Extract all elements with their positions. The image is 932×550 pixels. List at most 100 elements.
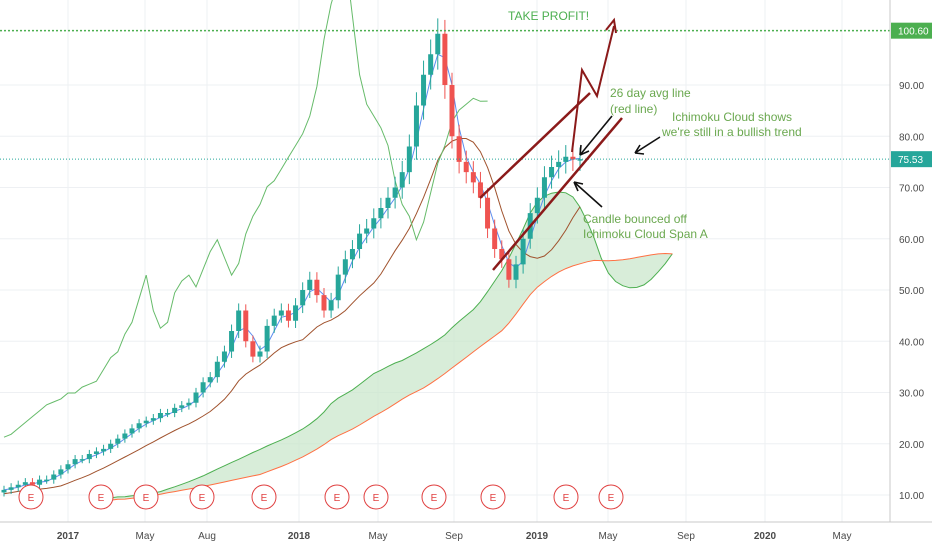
earnings-badge-label: E: [563, 493, 570, 504]
bounce-note-1: Candle bounced off: [583, 212, 688, 226]
candle-body: [541, 177, 547, 198]
y-tick-label: 30.00: [899, 389, 924, 400]
y-tick-label: 10.00: [899, 491, 924, 502]
candle-body: [470, 172, 476, 183]
y-tick-label: 80.00: [899, 132, 924, 143]
annotations: TAKE PROFIT! 26 day avg line (red line) Ich…: [0, 9, 890, 271]
candle-body: [51, 474, 57, 480]
candle-body: [229, 331, 235, 352]
earnings-badge[interactable]: [553, 484, 579, 510]
bounce-arrow: [573, 181, 603, 208]
candle-body: [556, 161, 562, 167]
candle-body: [456, 136, 462, 162]
candle-body: [243, 310, 249, 342]
candle-body: [193, 392, 199, 403]
price-labels: 100.60 75.53: [891, 22, 932, 168]
candle-body: [577, 159, 583, 161]
x-tick-label: 2019: [526, 531, 549, 542]
candle-body: [15, 484, 21, 488]
projection-arrow: [571, 25, 615, 153]
candle-body: [364, 228, 370, 234]
earnings-badge-label: E: [373, 493, 380, 504]
earnings-badge[interactable]: [251, 484, 277, 510]
candle-body: [22, 482, 28, 485]
candle-body: [349, 249, 355, 260]
candle-body: [399, 172, 405, 188]
candle-body: [257, 351, 263, 357]
candle-body: [86, 454, 92, 460]
avg-line-label-2: (red line): [610, 102, 657, 116]
avg-line-arrow: [579, 115, 613, 156]
candle-body: [357, 233, 363, 249]
candle-body: [72, 459, 78, 465]
candle-body: [143, 420, 149, 424]
x-tick-label: Aug: [198, 531, 216, 542]
candles: [1, 18, 583, 497]
y-tick-label: 50.00: [899, 286, 924, 297]
candle-body: [314, 279, 320, 296]
candle-body: [250, 341, 256, 357]
candle-body: [165, 413, 171, 415]
lower-channel-line: [492, 117, 623, 271]
earnings-badge-label: E: [261, 493, 268, 504]
projection-arrowhead: [605, 17, 617, 34]
earnings-badge[interactable]: [363, 484, 389, 510]
y-tick-label: 60.00: [899, 235, 924, 246]
candle-body: [101, 448, 107, 452]
cloud-arrow: [634, 136, 661, 155]
candle-body: [378, 208, 384, 219]
candle-body: [278, 310, 284, 316]
earnings-badge-label: E: [143, 493, 150, 504]
candle-body: [435, 33, 441, 55]
candle-body: [570, 156, 576, 160]
candle-body: [264, 325, 270, 352]
avg-line-label-1: 26 day avg line: [610, 86, 691, 100]
span-a: [96, 191, 673, 501]
earnings-badge[interactable]: [480, 484, 506, 510]
earnings-badge[interactable]: [18, 484, 44, 510]
candle-body: [406, 146, 412, 173]
candle-body: [385, 197, 391, 208]
price-label-box: [891, 151, 932, 168]
candle-body: [307, 279, 313, 290]
y-tick-label: 70.00: [899, 184, 924, 195]
candle-body: [214, 361, 220, 378]
take-profit-label: TAKE PROFIT!: [508, 9, 589, 23]
candle-body: [1, 489, 7, 493]
earnings-badge-label: E: [199, 493, 206, 504]
earnings-badge[interactable]: [133, 484, 159, 510]
x-tick-label: Sep: [445, 531, 463, 542]
candle-body: [29, 482, 35, 485]
candle-body: [506, 259, 512, 280]
y-tick-label: 40.00: [899, 337, 924, 348]
earnings-badge[interactable]: [324, 484, 350, 510]
candle-body: [392, 187, 398, 198]
price-label-text: 75.53: [898, 155, 923, 166]
candle-body: [421, 74, 427, 106]
cloud-note-1: Ichimoku Cloud shows: [672, 110, 792, 124]
candle-body: [58, 469, 64, 475]
earnings-badge[interactable]: [421, 484, 447, 510]
y-axis-ticks: 10.00 20.00 30.00 40.00 50.00 60.00 70.00 80.00…: [899, 81, 924, 502]
earnings-badge[interactable]: [189, 484, 215, 510]
x-tick-label: May: [136, 531, 155, 542]
candle-body: [136, 423, 142, 429]
candle-body: [186, 402, 192, 406]
candle-body: [285, 310, 291, 321]
candle-body: [342, 259, 348, 275]
candle-body: [413, 105, 419, 147]
candle-body: [172, 407, 178, 413]
earnings-badge-label: E: [431, 493, 438, 504]
ichimoku-cloud: [96, 191, 673, 503]
price-label-box: [891, 22, 932, 39]
span-b: [96, 252, 673, 503]
candle-body: [65, 464, 71, 470]
earnings-badge[interactable]: [598, 484, 624, 510]
earnings-badge[interactable]: [88, 484, 114, 510]
candle-body: [179, 405, 185, 408]
x-tick-label: May: [599, 531, 618, 542]
candle-body: [335, 274, 341, 301]
x-tick-label: 2020: [754, 531, 777, 542]
